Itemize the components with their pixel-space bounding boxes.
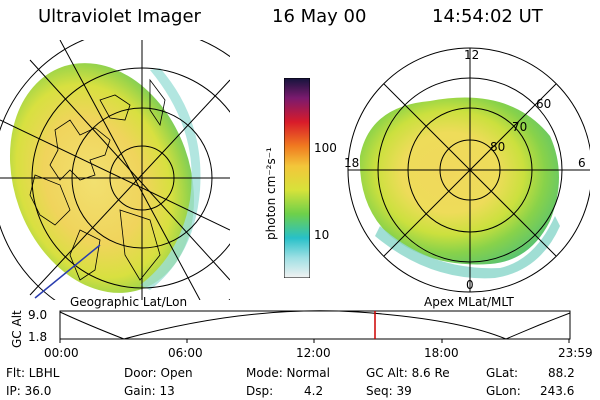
- gc-alt-status: GC Alt: 8.6 Re: [366, 366, 450, 380]
- timeline-tick-1200: 12:00: [296, 346, 331, 360]
- mlt-label-0: 0: [466, 278, 474, 292]
- mode-status: Mode: Normal: [246, 366, 330, 380]
- timeline-ytick-top: 9.0: [28, 308, 48, 322]
- timeline-ytick-bottom: 1.8: [28, 330, 48, 344]
- filter-status: Flt: LBHL: [6, 366, 60, 380]
- orbit-altitude-timeline: [59, 310, 571, 343]
- mlat-label-60: 60: [536, 97, 552, 111]
- mlt-label-18: 18: [344, 156, 360, 170]
- intensity-colorbar: [284, 78, 310, 278]
- glat-value: 88.2: [548, 366, 575, 380]
- dsp-label: Dsp:: [246, 384, 274, 398]
- magnetic-caption: Apex MLat/MLT: [424, 295, 514, 309]
- glat-label: GLat:: [486, 366, 519, 380]
- timeline-tick-0000: 00:00: [44, 346, 79, 360]
- colorbar-tick-10: 10: [314, 228, 330, 242]
- seq-status: Seq: 39: [366, 384, 412, 398]
- timeline-ylabel: GC Alt: [10, 310, 24, 348]
- magnetic-polar-image: [347, 47, 590, 293]
- image-time: 14:54:02 UT: [432, 6, 543, 27]
- glon-label: GLon:: [486, 384, 521, 398]
- image-date: 16 May 00: [272, 6, 367, 27]
- instrument-title: Ultraviolet Imager: [38, 6, 201, 27]
- door-status: Door: Open: [124, 366, 193, 380]
- mlat-label-70: 70: [512, 120, 528, 134]
- timeline-tick-2359: 23:59: [558, 346, 593, 360]
- dsp-value: 4.2: [304, 384, 324, 398]
- colorbar-unit-label: photon cm⁻²s⁻¹: [264, 147, 278, 240]
- colorbar-tick-100: 100: [314, 141, 337, 155]
- geographic-caption: Geographic Lat/Lon: [70, 295, 188, 309]
- geographic-auroral-image: [0, 40, 230, 300]
- mlat-label-80: 80: [490, 140, 506, 154]
- timeline-tick-1800: 18:00: [424, 346, 459, 360]
- gain-status: Gain: 13: [124, 384, 175, 398]
- mlt-label-12: 12: [464, 48, 480, 62]
- glon-value: 243.6: [540, 384, 575, 398]
- timeline-tick-0600: 06:00: [168, 346, 203, 360]
- ip-status: IP: 36.0: [6, 384, 52, 398]
- mlt-label-6: 6: [578, 156, 586, 170]
